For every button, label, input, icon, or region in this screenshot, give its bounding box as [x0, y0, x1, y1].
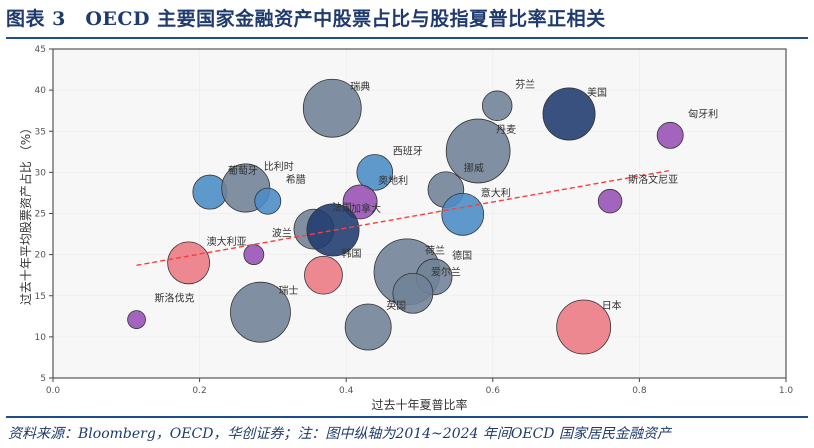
x-tick-label: 1.0 — [779, 386, 794, 396]
y-tick-label: 15 — [35, 292, 46, 302]
bubble-斯洛文尼亚 — [597, 188, 623, 214]
x-tick-label: 0.8 — [632, 386, 647, 396]
bubble-label: 瑞典 — [350, 80, 370, 93]
x-tick-label: 0.4 — [339, 386, 354, 396]
bubble-label: 波兰 — [272, 227, 292, 240]
title-rule — [6, 37, 808, 39]
bubble-label: 芬兰 — [515, 78, 535, 91]
figure-title: 图表 3 OECD 主要国家金融资产中股票占比与股指夏普比率正相关 — [6, 8, 606, 30]
bubble-瑞典 — [302, 78, 362, 138]
bubble-label: 意大利 — [481, 186, 511, 199]
y-tick-label: 20 — [35, 251, 47, 261]
bubble-希腊 — [254, 187, 282, 215]
bubble-意大利 — [441, 192, 485, 236]
bubble-芬兰 — [481, 90, 513, 121]
bubble-波兰 — [243, 244, 265, 266]
bubble-label: 斯洛伐克 — [155, 292, 195, 305]
bubble-label: 丹麦 — [496, 124, 516, 136]
y-tick-label: 25 — [35, 210, 46, 220]
bubble-label: 比利时 — [264, 161, 294, 173]
bubble-韩国 — [304, 255, 343, 295]
y-tick-label: 5 — [40, 374, 46, 384]
bubble-丹麦 — [445, 118, 511, 184]
y-tick-label: 10 — [35, 333, 47, 343]
bubble-label: 斯洛文尼亚 — [628, 173, 678, 186]
bubble-瑞士 — [230, 281, 291, 343]
footer-rule — [6, 416, 808, 418]
x-tick-label: 0.6 — [486, 386, 501, 396]
bubble-label: 韩国 — [341, 247, 361, 260]
bubble-label: 匈牙利 — [688, 107, 718, 120]
bubble-label: 瑞士 — [278, 284, 298, 297]
plot-frame — [52, 48, 787, 379]
y-tick-label: 35 — [35, 127, 46, 137]
bubble-澳大利亚 — [167, 241, 210, 285]
bubble-日本 — [556, 299, 612, 355]
bubble-美国 — [542, 87, 596, 141]
bubble-匈牙利 — [656, 121, 684, 149]
bubble-英国 — [344, 303, 392, 351]
x-axis-title: 过去十年夏普比率 — [371, 397, 467, 412]
bubble-label: 法国 — [332, 201, 352, 214]
bubble-label: 英国 — [386, 299, 406, 312]
trend-line — [136, 170, 669, 267]
y-tick-label: 40 — [35, 86, 47, 96]
y-tick-label: 45 — [35, 45, 46, 55]
bubble-西班牙 — [356, 154, 394, 191]
bubble-斯洛伐克 — [127, 310, 146, 329]
bubble-爱尔兰 — [392, 272, 434, 314]
bubble-label: 西班牙 — [393, 145, 423, 157]
bubble-label: 爱尔兰 — [431, 265, 461, 278]
bubble-label: 葡萄牙 — [228, 164, 258, 177]
bubble-label: 奥地利 — [378, 174, 408, 187]
bubble-label: 加拿大 — [351, 202, 381, 215]
bubble-label: 荷兰 — [425, 244, 445, 257]
x-tick-label: 0.2 — [192, 386, 206, 396]
source-note: 资料来源：Bloomberg，OECD，华创证券；注：图中纵轴为2014~202… — [8, 426, 671, 442]
bubble-加拿大 — [306, 203, 360, 257]
bubble-label: 日本 — [602, 299, 622, 312]
y-axis-title: 过去十年平均股票资产占比 （%） — [18, 122, 33, 305]
bubble-label: 德国 — [452, 249, 472, 262]
bubble-label: 希腊 — [286, 173, 306, 186]
bubble-label: 美国 — [587, 86, 607, 99]
bubble-label: 澳大利亚 — [207, 235, 247, 248]
bubble-label: 挪威 — [464, 162, 484, 175]
bubble-奥地利 — [342, 184, 378, 220]
y-tick-label: 30 — [35, 168, 47, 178]
x-tick-label: 0.0 — [46, 386, 61, 396]
